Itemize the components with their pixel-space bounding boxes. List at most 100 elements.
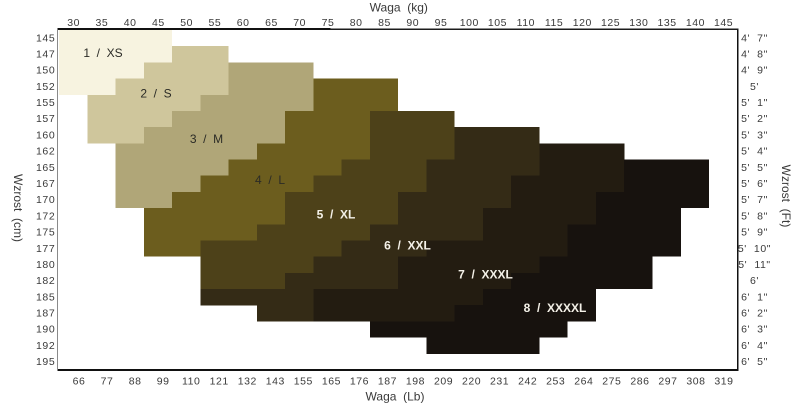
svg-text:198: 198 [406,376,425,388]
svg-text:319: 319 [714,376,733,388]
svg-text:5' 2": 5' 2" [741,113,768,125]
svg-text:180: 180 [36,259,55,271]
svg-text:132: 132 [238,376,257,388]
svg-text:45: 45 [152,17,165,29]
svg-text:185: 185 [36,291,55,303]
svg-text:5' 6": 5' 6" [741,178,768,190]
svg-text:170: 170 [36,194,55,206]
svg-text:275: 275 [602,376,621,388]
svg-text:5' 11": 5' 11" [738,259,771,271]
svg-text:85: 85 [378,17,391,29]
svg-text:145: 145 [714,17,733,29]
svg-text:88: 88 [129,376,142,388]
svg-text:5' 1": 5' 1" [741,97,768,109]
svg-text:155: 155 [36,97,55,109]
svg-text:3 / M: 3 / M [190,132,223,146]
svg-text:165: 165 [36,162,55,174]
svg-text:121: 121 [210,376,229,388]
svg-text:167: 167 [36,178,55,190]
svg-text:105: 105 [488,17,507,29]
svg-text:90: 90 [406,17,419,29]
svg-text:99: 99 [157,376,170,388]
svg-text:297: 297 [658,376,677,388]
svg-text:187: 187 [378,376,397,388]
svg-text:231: 231 [490,376,509,388]
svg-text:120: 120 [573,17,592,29]
svg-text:1 / XS: 1 / XS [83,46,122,60]
svg-text:130: 130 [629,17,648,29]
svg-text:6' 5": 6' 5" [741,356,768,368]
svg-text:5' 7": 5' 7" [741,194,768,206]
svg-text:110: 110 [517,17,535,29]
svg-text:145: 145 [36,32,55,44]
svg-text:264: 264 [574,376,593,388]
svg-text:4' 7": 4' 7" [741,32,768,44]
svg-text:152: 152 [36,81,55,93]
svg-text:Wzrost (Ft): Wzrost (Ft) [779,165,793,228]
svg-text:5' 5": 5' 5" [741,162,768,174]
svg-text:5' 10": 5' 10" [738,243,771,255]
svg-text:209: 209 [434,376,453,388]
svg-text:192: 192 [36,340,55,352]
svg-text:143: 143 [266,376,285,388]
svg-text:2 / S: 2 / S [140,87,171,101]
svg-text:160: 160 [36,129,55,141]
svg-text:242: 242 [518,376,537,388]
svg-text:5 / XL: 5 / XL [317,208,356,222]
svg-text:4' 8": 4' 8" [741,49,768,61]
svg-text:162: 162 [36,146,55,158]
svg-text:77: 77 [101,376,114,388]
svg-text:253: 253 [546,376,565,388]
svg-text:5' 8": 5' 8" [741,210,768,222]
svg-text:Waga (Lb): Waga (Lb) [366,390,425,404]
svg-text:6' 2": 6' 2" [741,308,768,320]
svg-text:30: 30 [67,17,80,29]
svg-text:110: 110 [182,376,200,388]
svg-text:115: 115 [545,17,563,29]
svg-text:80: 80 [350,17,363,29]
svg-text:8 / XXXXL: 8 / XXXXL [524,301,587,315]
svg-text:Waga (kg): Waga (kg) [370,1,428,15]
svg-text:40: 40 [124,17,137,29]
svg-text:6 / XXL: 6 / XXL [384,239,431,253]
svg-text:6' 1": 6' 1" [741,291,768,303]
svg-text:187: 187 [36,308,55,320]
svg-text:60: 60 [237,17,250,29]
svg-text:140: 140 [686,17,705,29]
svg-text:308: 308 [686,376,705,388]
svg-text:155: 155 [294,376,313,388]
svg-text:4' 9": 4' 9" [741,65,768,77]
svg-text:5' 3": 5' 3" [741,129,768,141]
svg-text:65: 65 [265,17,278,29]
svg-text:66: 66 [73,376,86,388]
svg-text:220: 220 [462,376,481,388]
svg-text:6' 4": 6' 4" [741,340,768,352]
svg-text:5': 5' [750,81,759,93]
svg-text:190: 190 [36,324,55,336]
svg-text:4 / L: 4 / L [255,173,285,187]
svg-text:7 / XXXL: 7 / XXXL [458,268,513,282]
svg-text:6' 3": 6' 3" [741,324,768,336]
svg-text:157: 157 [36,113,55,125]
svg-text:147: 147 [36,49,55,61]
svg-text:70: 70 [293,17,306,29]
svg-text:172: 172 [36,210,55,222]
svg-text:125: 125 [601,17,620,29]
svg-text:135: 135 [658,17,677,29]
svg-text:195: 195 [36,356,55,368]
svg-text:5' 9": 5' 9" [741,227,768,239]
svg-text:286: 286 [630,376,649,388]
svg-text:175: 175 [36,227,55,239]
svg-text:35: 35 [96,17,109,29]
svg-text:75: 75 [322,17,335,29]
svg-text:150: 150 [36,65,55,77]
svg-text:95: 95 [435,17,448,29]
svg-text:50: 50 [180,17,193,29]
svg-text:55: 55 [209,17,222,29]
svg-text:Wzrost (cm): Wzrost (cm) [11,174,25,242]
svg-text:6': 6' [750,275,759,287]
svg-text:5' 4": 5' 4" [741,146,768,158]
svg-text:182: 182 [36,275,55,287]
svg-text:176: 176 [350,376,369,388]
svg-text:165: 165 [322,376,341,388]
